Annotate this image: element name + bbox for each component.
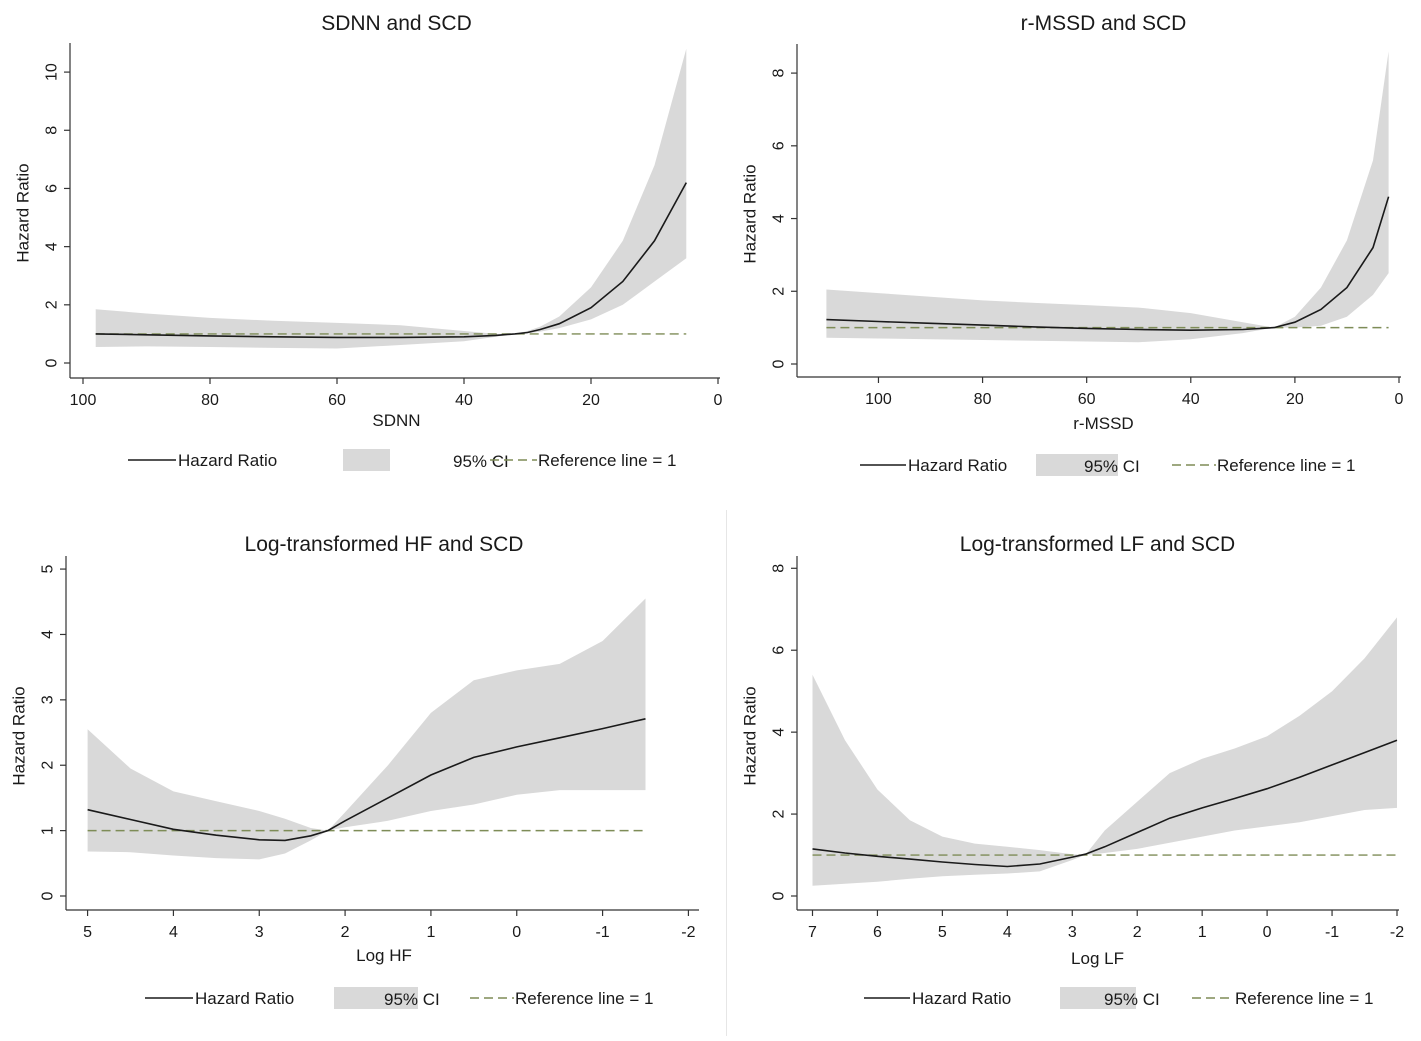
chart-panel-4: 0 2 4 6 8 7 6 5 4 3 2 1 0 -1 -2 Log-transformed LF and … [741, 533, 1404, 1009]
x-tick-label: 4 [1003, 924, 1012, 941]
y-tick-label: 5 [40, 565, 57, 574]
ci-band [87, 598, 646, 860]
legend-label-hazard-ratio: Hazard Ratio [912, 989, 1011, 1008]
hazard-ratio-curve [95, 182, 688, 339]
y-tick-label: 10 [44, 63, 61, 81]
y-axis-label: Hazard Ratio [10, 686, 29, 785]
legend-label-hazard-ratio: Hazard Ratio [178, 451, 277, 470]
chart-title: Log-transformed HF and SCD [245, 533, 524, 556]
y-tick-label: 0 [771, 891, 788, 900]
legend-swatch-ci [343, 449, 390, 471]
y-tick-label: 4 [40, 630, 57, 639]
x-tick-label: 80 [201, 392, 219, 409]
x-tick-label: 0 [714, 392, 723, 409]
x-tick-label: 40 [455, 392, 473, 409]
legend: Hazard Ratio 95% CI Reference line = 1 [860, 454, 1355, 476]
ci-band [95, 48, 687, 349]
x-tick-label: 0 [1395, 391, 1404, 408]
x-axis-label: Log LF [1071, 949, 1124, 968]
x-tick-label: 20 [1286, 391, 1304, 408]
x-tick-label: -2 [681, 924, 695, 941]
x-tick-label: 6 [873, 924, 882, 941]
x-tick-label: 5 [83, 924, 92, 941]
y-axis-label: Hazard Ratio [14, 163, 33, 262]
x-tick-label: 3 [1068, 924, 1077, 941]
x-tick-label: 80 [974, 391, 992, 408]
y-tick-label: 8 [771, 69, 788, 78]
x-axis-label: r-MSSD [1073, 414, 1133, 433]
legend-label-ci: 95% CI [384, 990, 440, 1009]
hazard-ratio-curve [87, 718, 646, 842]
ci-band [812, 617, 1397, 886]
chart-panel-2: 0 2 4 6 8 100 80 60 40 20 0 r-MSSD and SCD r-MSSD Haz… [741, 12, 1404, 476]
y-axis-label: Hazard Ratio [741, 164, 760, 263]
y-tick-label: 6 [44, 184, 61, 193]
x-tick-label: -2 [1390, 924, 1404, 941]
x-tick-label: 20 [582, 392, 600, 409]
y-tick-label: 3 [40, 695, 57, 704]
legend: Hazard Ratio 95% CI Reference line = 1 [145, 987, 653, 1009]
y-tick-label: 6 [771, 141, 788, 150]
legend-label-ci: 95% CI [1104, 990, 1160, 1009]
y-tick-label: 4 [771, 214, 788, 223]
panel-divider [726, 510, 727, 1036]
x-tick-label: 0 [1263, 924, 1272, 941]
ci-band [826, 51, 1389, 343]
y-tick-label: 2 [44, 300, 61, 309]
y-tick-label: 2 [771, 287, 788, 296]
x-tick-label: 7 [808, 924, 817, 941]
legend-label-reference: Reference line = 1 [538, 451, 676, 470]
x-tick-label: -1 [1325, 924, 1339, 941]
x-axis-label: SDNN [372, 411, 420, 430]
legend: Hazard Ratio 95% CI Reference line = 1 [864, 987, 1373, 1009]
x-tick-label: -1 [595, 924, 609, 941]
legend-swatch-ci [1036, 454, 1118, 476]
chart-title: Log-transformed LF and SCD [960, 533, 1235, 556]
y-axis-label: Hazard Ratio [741, 686, 760, 785]
y-tick-label: 6 [771, 646, 788, 655]
legend-label-reference: Reference line = 1 [1217, 456, 1355, 475]
x-tick-label: 40 [1182, 391, 1200, 408]
x-tick-label: 4 [169, 924, 178, 941]
x-tick-label: 0 [512, 924, 521, 941]
x-tick-label: 2 [1133, 924, 1142, 941]
y-tick-label: 0 [40, 891, 57, 900]
legend-label-hazard-ratio: Hazard Ratio [908, 456, 1007, 475]
y-tick-label: 0 [44, 358, 61, 367]
hazard-ratio-curve [826, 196, 1390, 332]
legend-label-ci: 95% CI [1084, 457, 1140, 476]
chart-title: r-MSSD and SCD [1021, 12, 1187, 35]
chart-panel-3: 0 1 2 3 4 5 5 4 3 2 1 0 -1 -2 Log-transformed HF and S… [10, 533, 699, 1009]
x-tick-label: 60 [1078, 391, 1096, 408]
x-tick-label: 2 [341, 924, 350, 941]
x-tick-label: 1 [426, 924, 435, 941]
y-tick-label: 1 [40, 826, 57, 835]
legend-swatch-ci [334, 987, 418, 1009]
y-tick-label: 4 [44, 242, 61, 251]
legend-label-hazard-ratio: Hazard Ratio [195, 989, 294, 1008]
legend-label-reference: Reference line = 1 [1235, 989, 1373, 1008]
x-tick-label: 5 [938, 924, 947, 941]
y-tick-label: 8 [44, 126, 61, 135]
y-tick-label: 0 [771, 359, 788, 368]
legend-label-ci: 95% CI [453, 452, 509, 471]
x-axis-label: Log HF [356, 946, 412, 965]
legend-swatch-ci [1060, 987, 1136, 1009]
y-tick-label: 4 [771, 728, 788, 737]
y-tick-label: 2 [771, 810, 788, 819]
x-tick-label: 60 [328, 392, 346, 409]
chart-panel-1: 0 2 4 6 8 10 100 80 60 40 20 0 SDNN and SCD SDNN Hazar… [14, 12, 723, 471]
x-tick-label: 100 [70, 392, 97, 409]
x-tick-label: 1 [1198, 924, 1207, 941]
hazard-ratio-curve [812, 739, 1398, 868]
y-tick-label: 2 [40, 761, 57, 770]
legend: Hazard Ratio 95% CI Reference line = 1 [128, 449, 676, 471]
chart-title: SDNN and SCD [321, 12, 472, 35]
x-tick-label: 3 [255, 924, 264, 941]
x-tick-label: 100 [865, 391, 892, 408]
y-tick-label: 8 [771, 564, 788, 573]
legend-label-reference: Reference line = 1 [515, 989, 653, 1008]
